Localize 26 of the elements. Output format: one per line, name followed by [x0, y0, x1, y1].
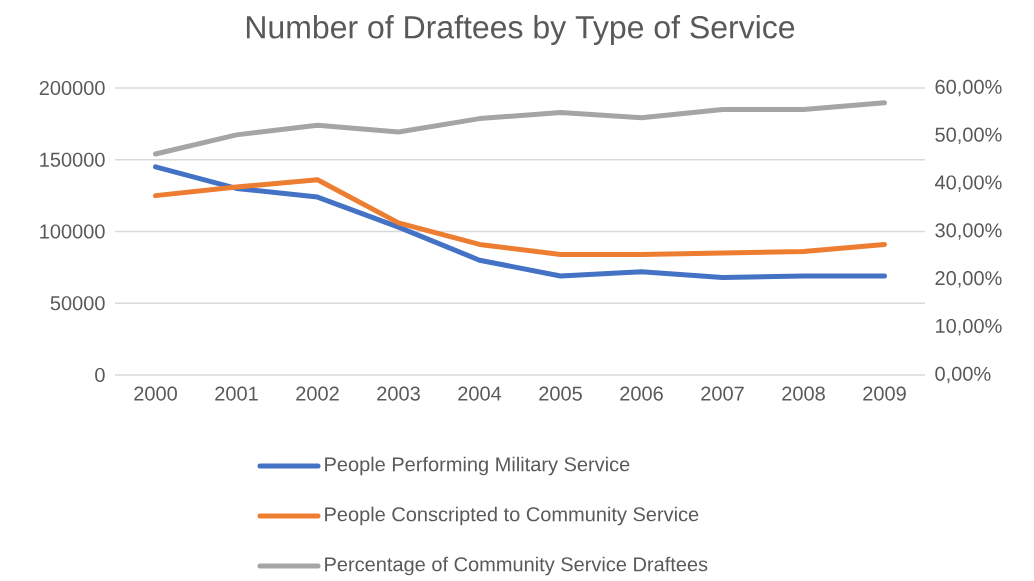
x-tick-label: 2007: [701, 386, 744, 401]
y2-tick-label: 40,00%: [934, 175, 1002, 192]
y-tick-label: 150000: [40, 152, 105, 167]
legend-label: People Performing Military Service: [325, 456, 630, 476]
x-tick-label: 2008: [782, 386, 825, 401]
legend-label: Percentage of Community Service Draftees: [325, 556, 708, 576]
y-tick-label: 50000: [50, 296, 105, 311]
legend-label: People Conscripted to Community Service: [325, 506, 699, 526]
x-tick-label: 2005: [539, 386, 582, 401]
x-tick-label: 2006: [620, 386, 663, 401]
x-tick-label: 2004: [458, 386, 502, 401]
y2-tick-label: 50,00%: [935, 127, 1002, 145]
y-tick-label: 200000: [39, 80, 105, 96]
x-tick-label: 2002: [296, 386, 339, 401]
y-tick-label: 0: [95, 367, 105, 383]
y2-tick-label: 60,00%: [935, 79, 1002, 97]
x-tick-label: 2001: [215, 386, 258, 401]
x-tick-label: 2003: [377, 386, 420, 401]
y2-tick-label: 30,00%: [935, 223, 1002, 240]
y2-tick-label: 0,00%: [935, 366, 991, 384]
x-tick-label: 2009: [863, 386, 906, 401]
y2-tick-label: 20,00%: [935, 271, 1002, 288]
y-tick-label: 100000: [40, 224, 105, 239]
y2-tick-label: 10,00%: [936, 318, 1002, 336]
chart-title: Number of Draftees by Type of Service: [246, 15, 795, 45]
x-tick-label: 2000: [134, 386, 177, 401]
